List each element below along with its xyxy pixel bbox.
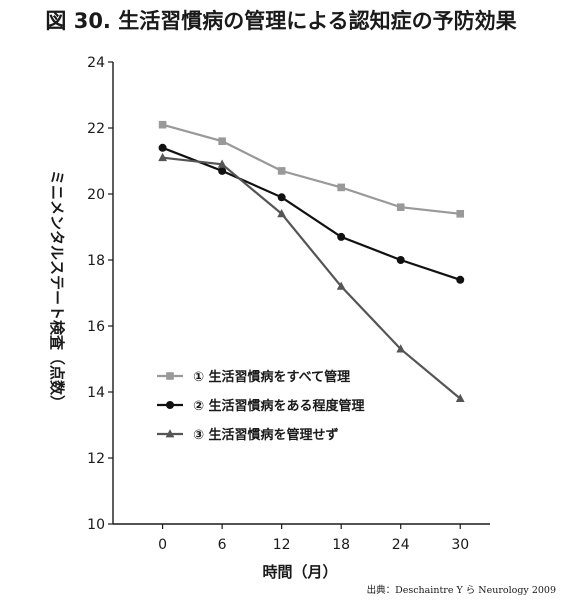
series-2 xyxy=(158,143,465,284)
legend-entry-3: ③ 生活習慣病を管理せず xyxy=(157,427,339,443)
data-point xyxy=(277,193,286,202)
data-point xyxy=(158,120,167,129)
data-point xyxy=(158,143,167,152)
y-tick-label: 16 xyxy=(87,319,105,335)
source-note: 出典：Deschaintre Y ら Neurology 2009 xyxy=(367,584,556,596)
legend-entry-1: ① 生活習慣病をすべて管理 xyxy=(157,369,350,385)
y-tick-label: 22 xyxy=(87,121,105,137)
data-point xyxy=(277,209,287,218)
series-line xyxy=(162,146,461,281)
x-tick-label: 12 xyxy=(273,537,291,553)
data-point xyxy=(456,275,465,284)
data-point xyxy=(218,166,227,175)
data-point xyxy=(396,203,405,211)
legend-label: ② 生活習慣病をある程度管理 xyxy=(193,398,365,414)
y-tick-label: 24 xyxy=(87,55,105,71)
x-tick-label: 30 xyxy=(451,537,469,553)
series-3 xyxy=(158,152,465,402)
y-tick-label: 12 xyxy=(87,451,105,467)
data-point xyxy=(218,137,226,145)
x-tick-label: 6 xyxy=(218,537,227,553)
data-point xyxy=(337,183,345,192)
legend-entry-2: ② 生活習慣病をある程度管理 xyxy=(157,398,365,414)
series-line xyxy=(162,123,461,215)
legend-marker xyxy=(166,401,174,409)
data-point xyxy=(158,152,168,162)
y-tick-label: 14 xyxy=(87,385,105,401)
legend-marker xyxy=(165,429,175,438)
data-point xyxy=(337,232,346,241)
legend-label: ① 生活習慣病をすべて管理 xyxy=(193,369,350,385)
legend-label: ③ 生活習慣病を管理せず xyxy=(193,427,339,443)
x-tick-label: 0 xyxy=(158,537,167,553)
x-tick-label: 24 xyxy=(392,537,410,553)
data-point xyxy=(336,281,346,290)
x-axis-title: 時間（月） xyxy=(262,563,337,581)
data-point xyxy=(217,159,227,168)
series-line xyxy=(162,156,461,400)
data-point xyxy=(455,393,465,402)
data-point xyxy=(277,167,286,175)
series-1 xyxy=(158,120,465,218)
y-tick-label: 10 xyxy=(87,517,105,533)
legend-marker xyxy=(166,372,174,380)
y-axis-title: ミニメンタルステート検査（点数） xyxy=(48,170,66,410)
data-point xyxy=(396,344,406,353)
data-point xyxy=(396,256,405,264)
y-tick-label: 18 xyxy=(87,253,105,269)
x-tick-label: 18 xyxy=(332,537,350,553)
y-tick-label: 20 xyxy=(87,187,105,203)
data-point xyxy=(456,210,465,218)
chart-title: 図 30. 生活習慣病の管理による認知症の予防効果 xyxy=(45,9,516,33)
